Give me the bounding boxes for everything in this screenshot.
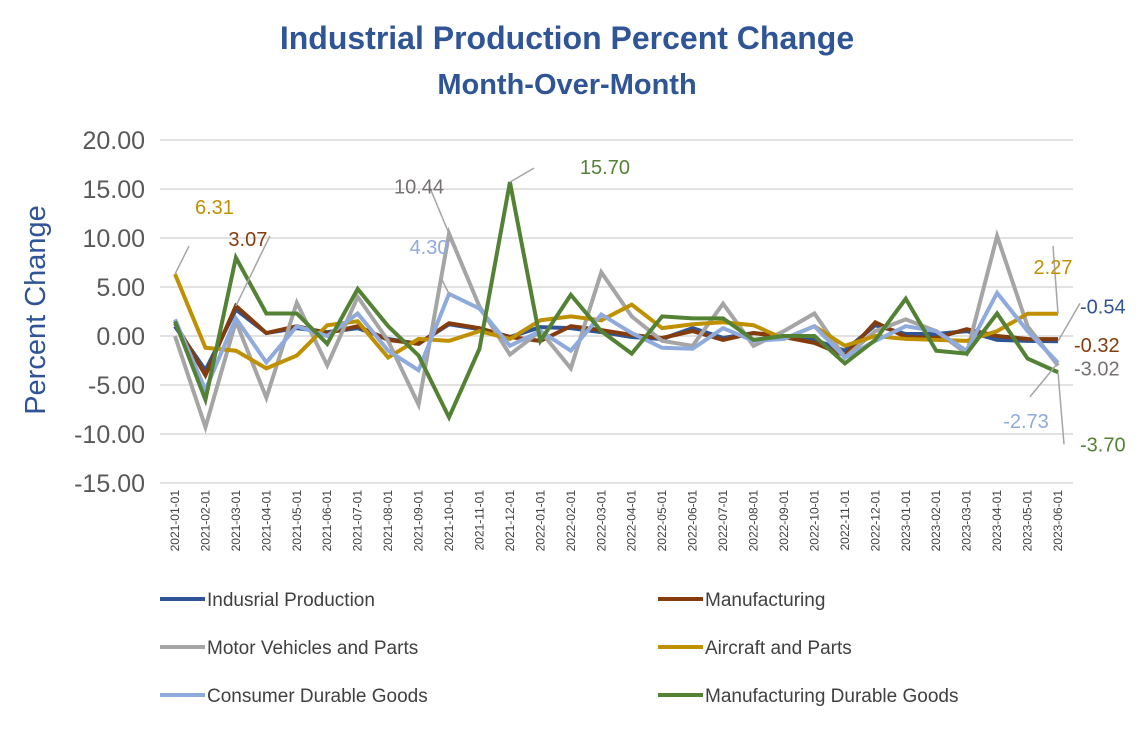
x-tick-label: 2023-02-01 [929, 490, 943, 552]
y-tick-label: -10.00 [74, 421, 145, 449]
x-tick-label: 2021-07-01 [351, 490, 365, 552]
x-tick-label: 2021-04-01 [259, 490, 273, 552]
y-tick-label: 10.00 [82, 225, 145, 253]
data-label: 2.27 [1034, 257, 1073, 279]
x-tick-label: 2022-02-01 [564, 490, 578, 552]
x-tick-label: 2022-06-01 [686, 490, 700, 552]
series-line-aircraft-and-parts [173, 273, 1058, 371]
x-tick-label: 2023-06-01 [1051, 490, 1065, 552]
x-tick-label: 2022-07-01 [716, 490, 730, 552]
leader-line [1057, 302, 1081, 342]
x-tick-label: 2021-02-01 [198, 490, 212, 552]
legend-label: Consumer Durable Goods [207, 686, 428, 707]
data-label: -3.70 [1080, 434, 1126, 456]
x-tick-label: 2022-09-01 [777, 490, 791, 552]
y-tick-label: 5.00 [96, 274, 145, 302]
data-label: -3.02 [1074, 359, 1120, 381]
leader-line [440, 277, 450, 295]
data-label: 15.70 [580, 157, 630, 179]
legend-item: Aircraft and Parts [658, 638, 852, 659]
x-tick-label: 2022-12-01 [868, 490, 882, 552]
x-tick-label: 2022-04-01 [625, 490, 639, 552]
x-tick-label: 2022-03-01 [594, 490, 608, 552]
y-tick-label: 15.00 [82, 176, 145, 204]
x-tick-label: 2021-01-01 [168, 490, 182, 552]
legend-label: Manufacturing Durable Goods [705, 686, 958, 707]
legend-item: Motor Vehicles and Parts [160, 638, 418, 659]
legend-label: Aircraft and Parts [705, 638, 852, 659]
leader-line [1052, 245, 1059, 314]
y-tick-label: -5.00 [88, 372, 145, 400]
data-label: 3.07 [228, 229, 267, 251]
x-tick-label: 2023-01-01 [899, 490, 913, 552]
x-tick-label: 2021-06-01 [320, 490, 334, 552]
leader-line [428, 185, 450, 234]
x-tick-label: 2022-11-01 [838, 490, 852, 551]
x-tick-label: 2021-08-01 [381, 490, 395, 552]
x-tick-label: 2022-10-01 [807, 490, 821, 552]
data-label: -0.32 [1074, 335, 1120, 357]
legend-label: Manufacturing [705, 590, 825, 611]
data-label: -0.54 [1080, 296, 1126, 318]
y-tick-label: 0.00 [96, 323, 145, 351]
x-tick-label: 2022-01-01 [533, 490, 547, 552]
chart-title: Industrial Production Percent Change [280, 20, 854, 56]
series-line-manufacturing-durable-goods [173, 181, 1059, 423]
y-axis-title: Percent Change [20, 205, 52, 415]
x-tick-label: 2022-05-01 [655, 490, 669, 552]
y-tick-label: -15.00 [74, 470, 145, 498]
series-line-consumer-durable-goods [173, 289, 1060, 395]
y-tick-label: 20.00 [82, 127, 145, 155]
legend-item: Manufacturing [658, 590, 825, 611]
legend-item: Consumer Durable Goods [160, 686, 428, 707]
leader-line [1029, 362, 1059, 398]
x-tick-label: 2023-04-01 [990, 490, 1004, 552]
data-label: 4.30 [410, 237, 449, 259]
x-tick-label: 2021-12-01 [503, 490, 517, 552]
leader-line [1057, 372, 1065, 445]
chart-subtitle: Month-Over-Month [437, 69, 696, 101]
leader-line [235, 235, 271, 307]
leader-line [174, 245, 190, 275]
data-label: 10.44 [394, 177, 444, 199]
legend-label: Indusrial Production [207, 590, 375, 611]
x-tick-label: 2021-05-01 [290, 490, 304, 552]
x-tick-label: 2021-09-01 [412, 490, 426, 552]
x-tick-label: 2023-03-01 [960, 490, 974, 552]
x-tick-label: 2023-05-01 [1021, 490, 1035, 552]
legend-item: Manufacturing Durable Goods [658, 686, 958, 707]
legend-label: Motor Vehicles and Parts [207, 638, 418, 659]
legend-item: Indusrial Production [160, 590, 375, 611]
leader-line [509, 167, 535, 183]
data-label: 6.31 [195, 197, 234, 219]
series-line-motor-vehicles-and-parts [173, 226, 1060, 434]
x-tick-label: 2021-11-01 [472, 490, 486, 551]
x-tick-label: 2021-03-01 [229, 490, 243, 552]
x-tick-label: 2022-08-01 [747, 490, 761, 552]
data-label: -2.73 [1003, 411, 1049, 433]
x-tick-label: 2021-10-01 [442, 490, 456, 552]
